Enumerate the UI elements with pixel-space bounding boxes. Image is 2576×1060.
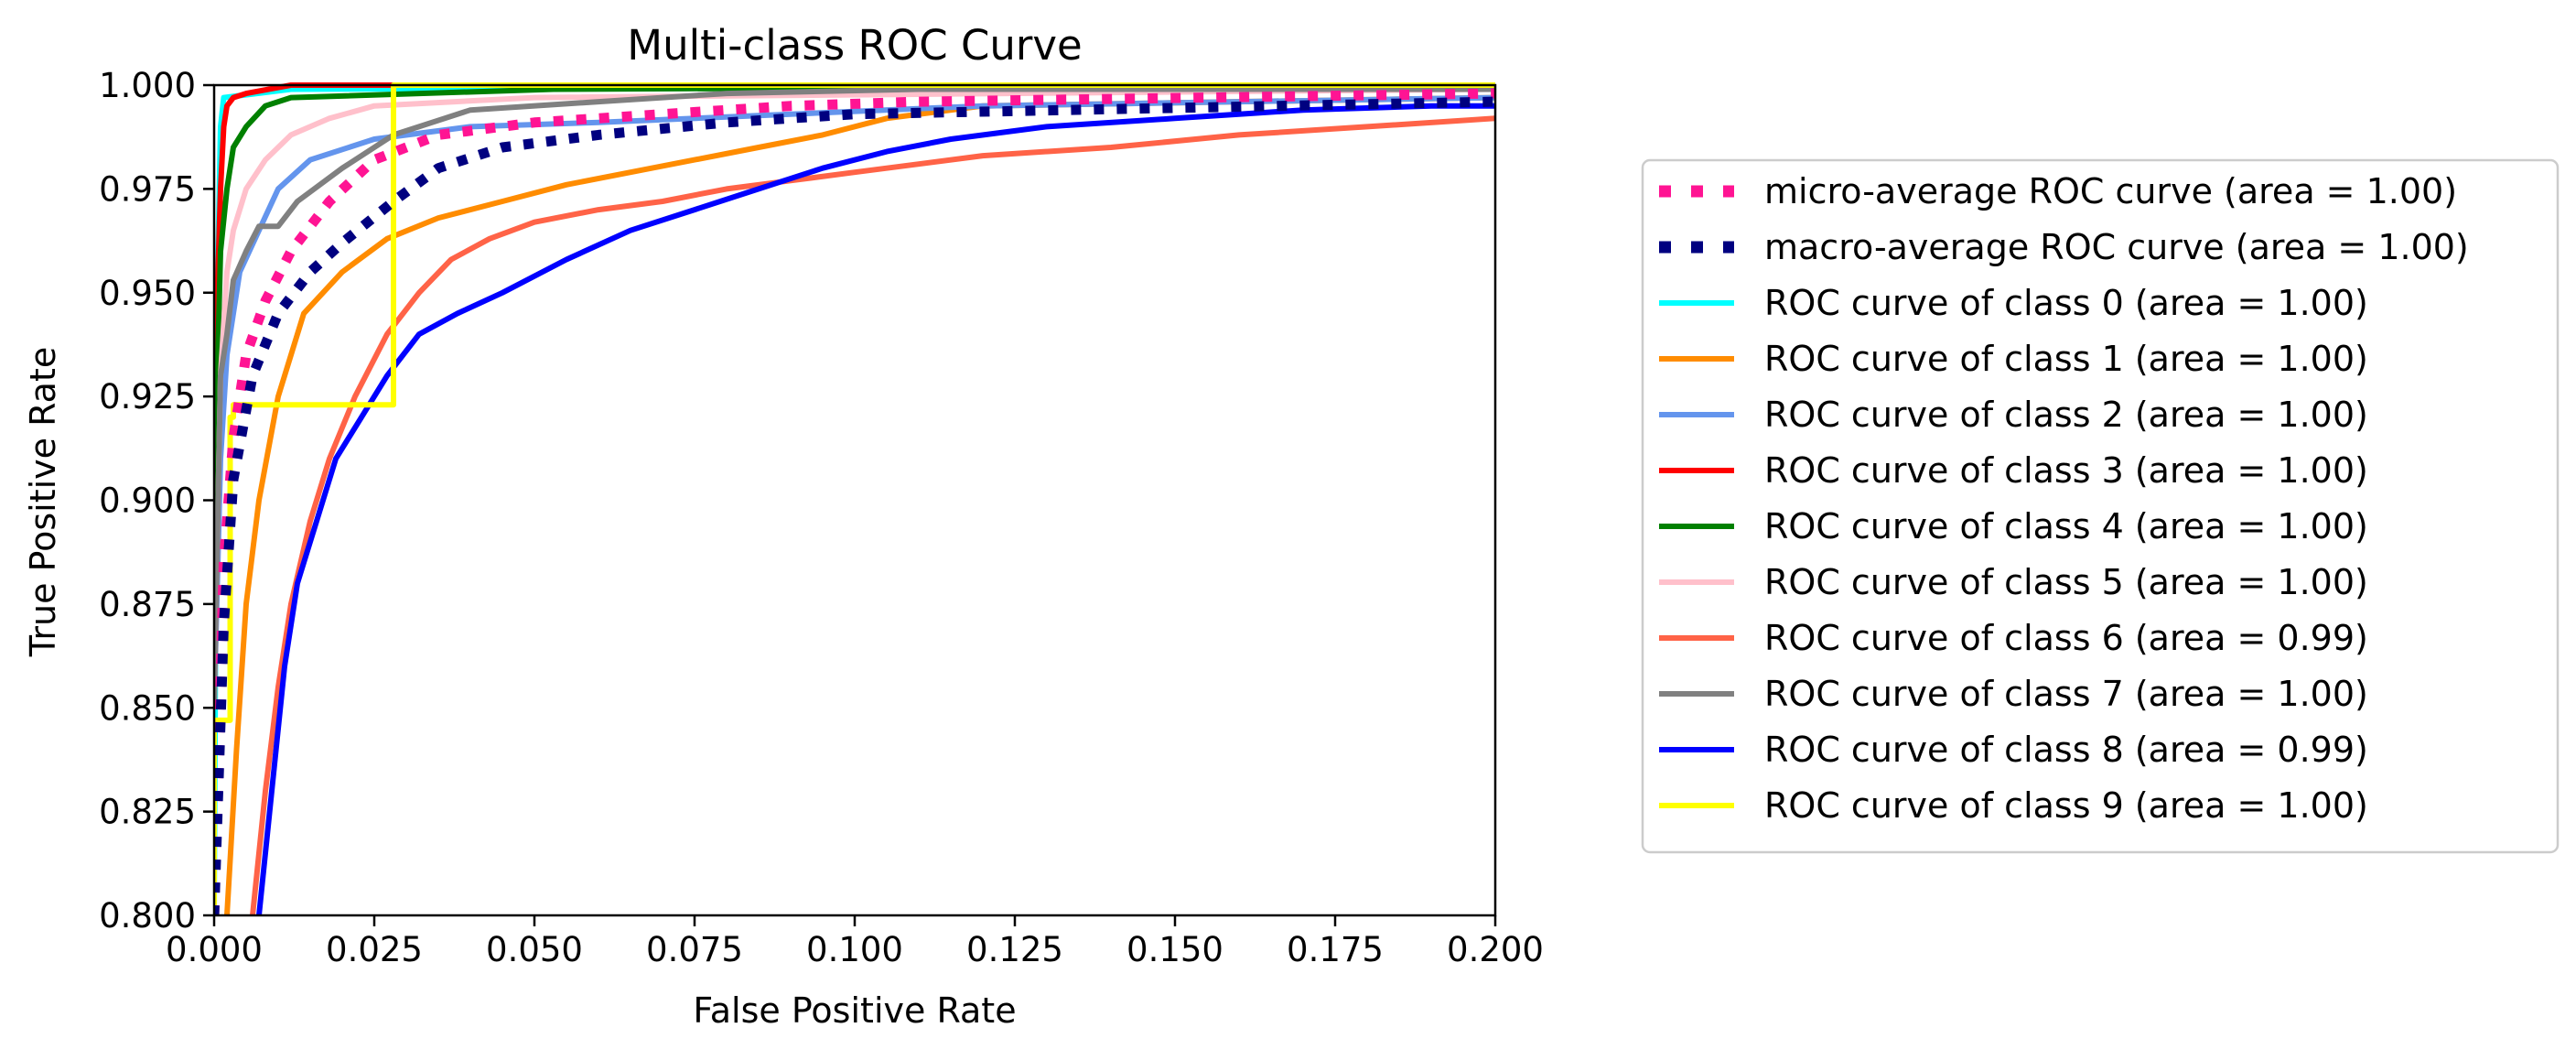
series-line-9	[214, 86, 1495, 708]
y-tick-label: 0.850	[99, 688, 196, 728]
x-axis-ticks: 0.000 0.025 0.050 0.075 0.100 0.125 0.150 0.175…	[166, 915, 1544, 969]
x-tick-label: 0.200	[1447, 930, 1544, 969]
x-tick-label: 0.150	[1126, 930, 1223, 969]
x-tick-label: 0.000	[166, 930, 263, 969]
legend-label: ROC curve of class 6 (area = 0.99)	[1764, 618, 2368, 658]
y-tick-label: 0.900	[99, 481, 196, 521]
x-tick-label: 0.125	[966, 930, 1063, 969]
legend-label: ROC curve of class 3 (area = 1.00)	[1764, 450, 2368, 491]
x-axis-label: False Positive Rate	[693, 990, 1016, 1031]
series-line-0	[214, 88, 1495, 915]
y-tick-label: 0.925	[99, 377, 196, 416]
x-tick-label: 0.025	[326, 930, 423, 969]
series-line-11	[214, 82, 1495, 915]
series-line-10	[256, 103, 1495, 915]
series-line-7	[214, 86, 1495, 708]
legend-label: ROC curve of class 8 (area = 0.99)	[1764, 730, 2368, 770]
x-tick-label: 0.175	[1287, 930, 1384, 969]
legend-label: ROC curve of class 0 (area = 1.00)	[1764, 283, 2368, 323]
y-axis-ticks: 0.800 0.825 0.850 0.875 0.900 0.925 0.950 0.975…	[99, 66, 214, 936]
series-line-1	[214, 96, 1495, 915]
chart-title: Multi-class ROC Curve	[627, 21, 1082, 70]
legend-label: macro-average ROC curve (area = 1.00)	[1764, 227, 2469, 267]
y-tick-label: 0.875	[99, 585, 196, 624]
y-tick-label: 1.000	[99, 66, 196, 105]
legend-label: ROC curve of class 2 (area = 1.00)	[1764, 395, 2368, 435]
legend-label: ROC curve of class 5 (area = 1.00)	[1764, 562, 2368, 602]
legend: micro-average ROC curve (area = 1.00) mac…	[1641, 158, 2560, 854]
series-line-4	[214, 94, 1495, 708]
series-line-6	[214, 82, 1495, 708]
y-tick-label: 0.950	[99, 274, 196, 313]
x-tick-label: 0.100	[806, 930, 903, 969]
plot-frame	[212, 83, 1497, 917]
series-line-8	[250, 115, 1495, 915]
series-line-5	[214, 82, 1495, 708]
y-tick-label: 0.975	[99, 169, 196, 209]
y-axis-label: True Positive Rate	[23, 347, 63, 658]
y-tick-label: 0.800	[99, 896, 196, 936]
x-tick-label: 0.050	[486, 930, 583, 969]
legend-label: ROC curve of class 4 (area = 1.00)	[1764, 506, 2368, 546]
series-line-3	[224, 94, 1495, 915]
legend-label: micro-average ROC curve (area = 1.00)	[1764, 171, 2457, 211]
curves-layer	[214, 82, 1495, 915]
y-tick-label: 0.825	[99, 793, 196, 832]
legend-frame	[1641, 158, 2560, 854]
x-tick-label: 0.075	[646, 930, 743, 969]
legend-label: ROC curve of class 1 (area = 1.00)	[1764, 339, 2368, 379]
series-line-2	[214, 82, 1495, 915]
legend-label: ROC curve of class 7 (area = 1.00)	[1764, 674, 2368, 714]
legend-label: ROC curve of class 9 (area = 1.00)	[1764, 785, 2368, 826]
